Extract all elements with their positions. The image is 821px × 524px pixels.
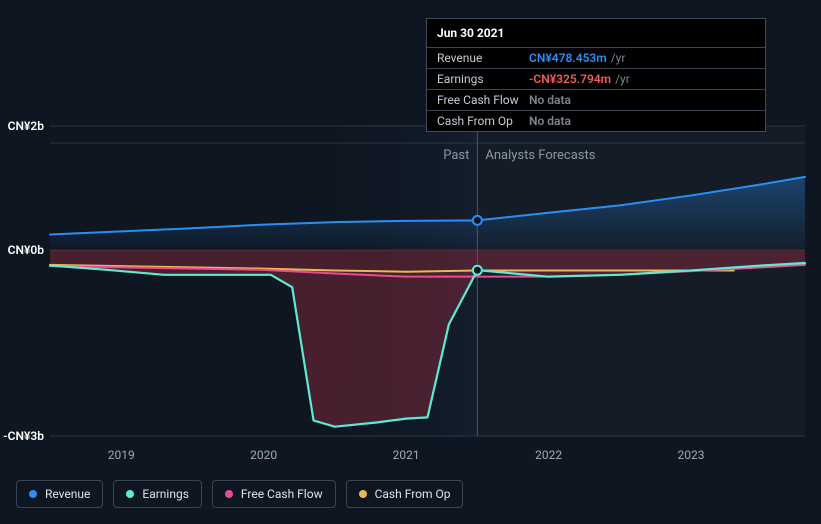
tooltip-row: RevenueCN¥478.453m/yr (427, 47, 765, 68)
region-label-past: Past (443, 148, 469, 163)
tooltip-row: Earnings-CN¥325.794m/yr (427, 68, 765, 89)
legend-item-label: Earnings (142, 487, 189, 501)
x-axis-tick: 2022 (535, 448, 562, 462)
tooltip-row-value: -CN¥325.794m (529, 72, 611, 86)
y-axis-tick: -CN¥3b (3, 429, 44, 443)
tooltip-date: Jun 30 2021 (427, 19, 765, 47)
legend-item-label: Cash From Op (375, 487, 451, 501)
x-axis-tick: 2020 (250, 448, 277, 462)
plot-svg (50, 126, 805, 436)
tooltip-row-value: No data (529, 114, 571, 128)
legend-dot-icon (225, 490, 233, 498)
tooltip-row-label: Earnings (437, 72, 529, 86)
legend-item-earnings[interactable]: Earnings (113, 480, 202, 508)
legend-dot-icon (29, 490, 37, 498)
tooltip-row-label: Cash From Op (437, 114, 529, 128)
tooltip-row-unit: /yr (611, 51, 626, 65)
tooltip-row: Cash From OpNo data (427, 110, 765, 131)
tooltip-row: Free Cash FlowNo data (427, 89, 765, 110)
x-axis-tick: 2019 (108, 448, 135, 462)
y-axis-tick: CN¥2b (8, 119, 44, 133)
tooltip-row-value: CN¥478.453m (529, 51, 607, 65)
legend-item-revenue[interactable]: Revenue (16, 480, 103, 508)
x-axis-tick: 2021 (393, 448, 420, 462)
legend-dot-icon (126, 490, 134, 498)
x-axis-tick: 2023 (678, 448, 705, 462)
y-axis-tick: CN¥0b (8, 243, 44, 257)
tooltip-rows: RevenueCN¥478.453m/yrEarnings-CN¥325.794… (427, 47, 765, 131)
tooltip-row-label: Revenue (437, 51, 529, 65)
legend-dot-icon (359, 490, 367, 498)
tooltip-row-label: Free Cash Flow (437, 93, 529, 107)
legend-item-cfo[interactable]: Cash From Op (346, 480, 464, 508)
tooltip-row-value: No data (529, 93, 571, 107)
legend-item-fcf[interactable]: Free Cash Flow (212, 480, 336, 508)
legend-item-label: Revenue (45, 487, 90, 501)
legend-item-label: Free Cash Flow (241, 487, 323, 501)
chart-tooltip: Jun 30 2021 RevenueCN¥478.453m/yrEarning… (426, 18, 766, 132)
chart-legend: Revenue Earnings Free Cash Flow Cash From O… (16, 480, 463, 508)
region-label-forecast: Analysts Forecasts (485, 148, 595, 163)
plot-area[interactable]: CN¥2bCN¥0b-CN¥3b20192020202120222023Past… (50, 126, 805, 436)
tooltip-row-unit: /yr (615, 72, 630, 86)
